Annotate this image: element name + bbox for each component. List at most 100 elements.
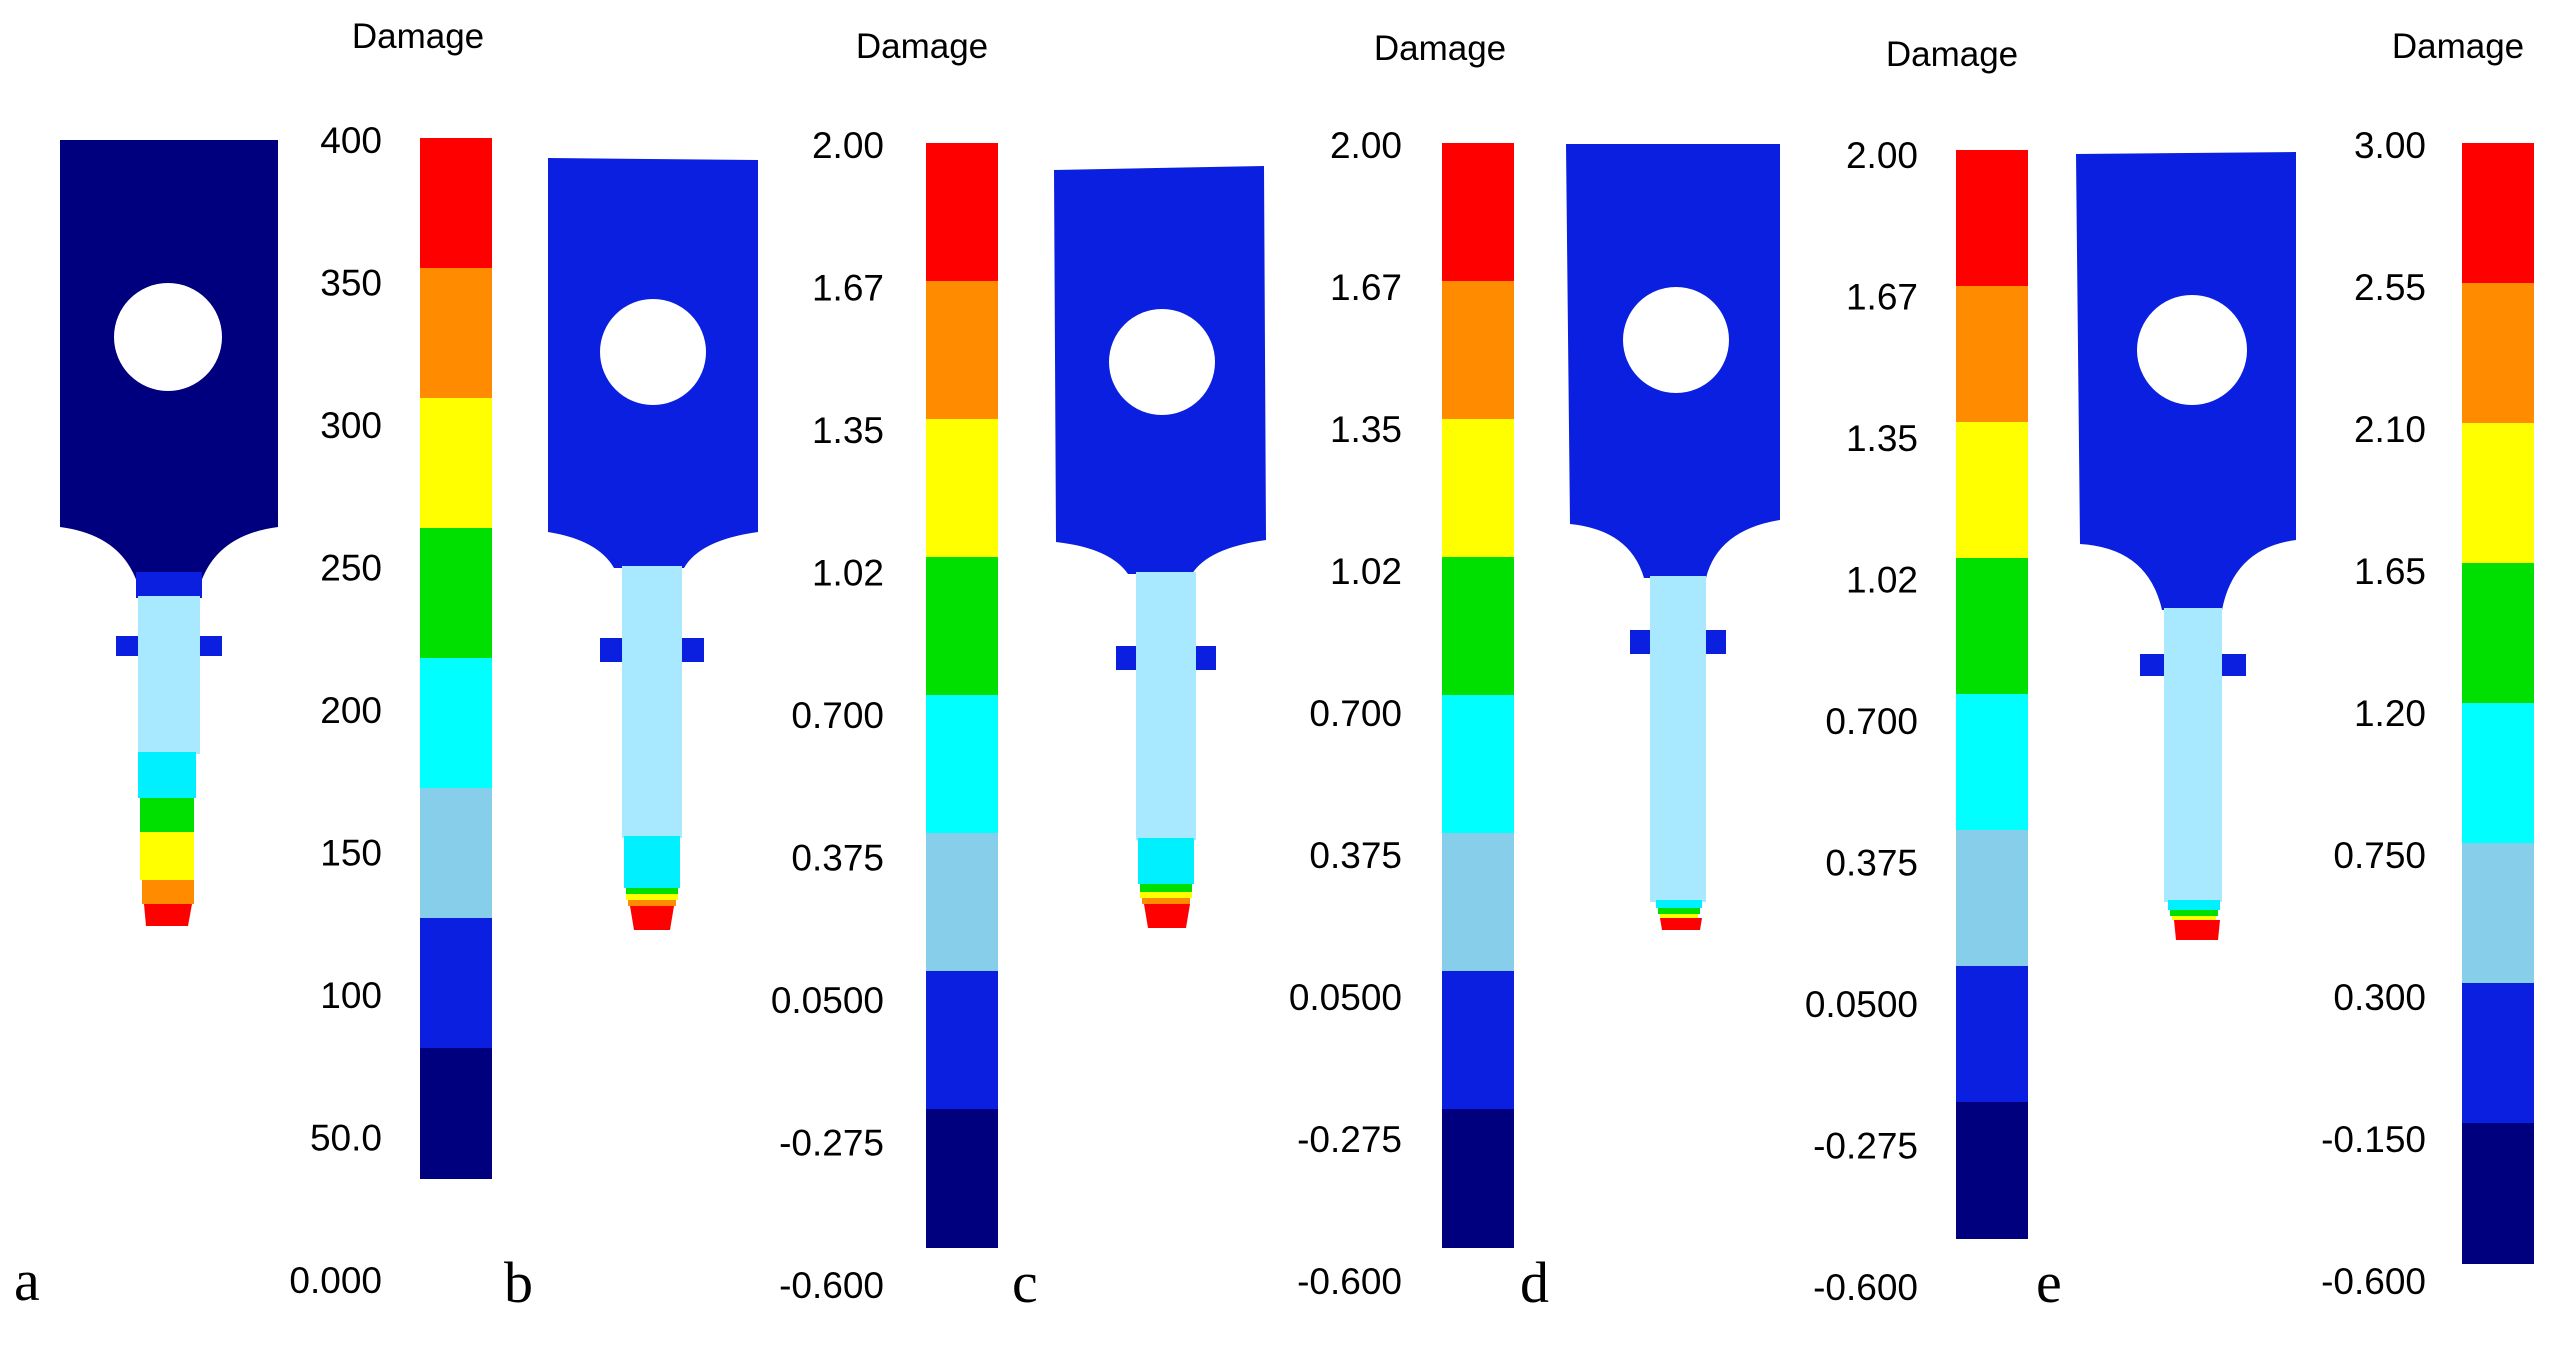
clip-tab-left — [1116, 646, 1136, 670]
colorbar-band — [420, 528, 492, 659]
colorbar-band — [926, 971, 998, 1110]
contour-red — [630, 906, 674, 930]
colorbar — [420, 138, 492, 1179]
colorbar-tick-label: 200 — [320, 690, 382, 731]
panel-letter-c: c — [1012, 1250, 1038, 1315]
colorbar-tick-label: 50.0 — [310, 1117, 382, 1158]
colorbar-band — [926, 695, 998, 834]
colorbar-tick-label: 0.700 — [1309, 693, 1402, 734]
colorbar-ticks: 2.00 1.67 1.35 1.02 0.700 0.375 0.0500 -0.275 -0… — [771, 125, 884, 1306]
contour-yellow — [1140, 892, 1192, 898]
contour-cyan — [624, 836, 680, 888]
panel-letter-d: d — [1520, 1250, 1549, 1315]
colorbar-tick-label: 1.02 — [1846, 559, 1918, 600]
contour-green — [1140, 884, 1192, 892]
colorbar-band — [1956, 286, 2028, 423]
colorbar-title: Damage — [2392, 27, 2524, 66]
contour-red — [1144, 904, 1190, 928]
panel-a: Damage 400 350 300 250 200 150 100 50.0 0.000 a — [14, 17, 492, 1313]
colorbar-band — [2462, 703, 2534, 844]
colorbar-band — [926, 419, 998, 558]
colorbar-tick-label: 2.00 — [1846, 135, 1918, 176]
colorbar-band — [926, 143, 998, 282]
colorbar-band — [420, 918, 492, 1049]
panel-letter-a: a — [14, 1248, 40, 1313]
colorbar-band — [2462, 1123, 2534, 1264]
colorbar-band — [2462, 983, 2534, 1124]
contour-cyan — [1138, 838, 1194, 884]
panel-letter-b: b — [504, 1250, 533, 1315]
colorbar-band — [1442, 695, 1514, 834]
panel-e: Damage 3.00 2.55 2.10 1.65 1.20 0.750 0.300 -0.… — [2036, 27, 2534, 1315]
contour-red — [2174, 920, 2220, 940]
colorbar-tick-label: 1.35 — [812, 410, 884, 451]
pin-hole — [2137, 295, 2247, 405]
colorbar-title: Damage — [1886, 35, 2018, 74]
colorbar-ticks: 2.00 1.67 1.35 1.02 0.700 0.375 0.0500 -0.275 -0… — [1805, 135, 1918, 1308]
colorbar-tick-label: -0.150 — [2321, 1119, 2426, 1160]
colorbar-title: Damage — [352, 17, 484, 56]
colorbar-band — [420, 138, 492, 269]
clip-tab-right — [1196, 646, 1216, 670]
colorbar-tick-label: 400 — [320, 120, 382, 161]
colorbar-tick-label: 1.67 — [812, 267, 884, 308]
colorbar-band — [1442, 419, 1514, 558]
colorbar-tick-label: 1.67 — [1846, 276, 1918, 317]
specimen — [1054, 166, 1266, 928]
colorbar — [1956, 150, 2028, 1239]
colorbar-band — [1956, 830, 2028, 967]
contour-green — [2170, 910, 2218, 916]
clip-tab-left — [600, 638, 622, 662]
colorbar-tick-label: 0.750 — [2333, 835, 2426, 876]
colorbar-band — [926, 1109, 998, 1248]
colorbar-tick-label: 350 — [320, 262, 382, 303]
colorbar-band — [420, 788, 492, 919]
colorbar-tick-label: 3.00 — [2354, 125, 2426, 166]
colorbar-tick-label: 0.700 — [791, 695, 884, 736]
colorbar-tick-label: -0.600 — [779, 1265, 884, 1306]
colorbar-tick-label: 150 — [320, 832, 382, 873]
colorbar-tick-label: 0.375 — [791, 837, 884, 878]
specimen — [60, 140, 278, 926]
contour-green — [626, 888, 678, 894]
colorbar-band — [926, 557, 998, 696]
colorbar-tick-label: 1.20 — [2354, 693, 2426, 734]
colorbar-band — [1956, 422, 2028, 559]
colorbar-band — [1442, 1109, 1514, 1248]
colorbar-band — [1956, 558, 2028, 695]
colorbar-tick-label: 300 — [320, 405, 382, 446]
pin-hole — [114, 283, 222, 391]
colorbar-band — [1442, 833, 1514, 972]
colorbar-band — [1442, 557, 1514, 696]
gauge-section — [2164, 608, 2222, 902]
clip-tab-right — [2222, 654, 2246, 676]
pin-hole — [600, 299, 706, 405]
colorbar-tick-label: 0.000 — [289, 1260, 382, 1301]
colorbar-tick-label: 0.0500 — [771, 980, 884, 1021]
specimen — [1566, 144, 1780, 930]
colorbar-tick-label: 2.10 — [2354, 409, 2426, 450]
colorbar-band — [926, 281, 998, 420]
contour-yellow — [2172, 916, 2216, 920]
colorbar-band — [1956, 150, 2028, 287]
clip-tab-right — [682, 638, 704, 662]
gauge-section — [622, 566, 682, 838]
contour-red — [144, 904, 192, 926]
pin-hole — [1109, 309, 1215, 415]
colorbar-band — [1442, 143, 1514, 282]
panel-d: Damage 2.00 1.67 1.35 1.02 0.700 0.375 0.0500 -… — [1520, 35, 2028, 1315]
specimen — [548, 158, 758, 930]
contour-cyan — [138, 752, 196, 798]
gauge-section — [1136, 572, 1196, 840]
colorbar-tick-label: -0.600 — [1813, 1267, 1918, 1308]
colorbar-tick-label: -0.275 — [1297, 1119, 1402, 1160]
colorbar-ticks: 2.00 1.67 1.35 1.02 0.700 0.375 0.0500 -0.275 -0… — [1289, 125, 1402, 1302]
contour-yellow — [626, 894, 678, 900]
colorbar — [926, 143, 998, 1248]
colorbar-band — [1956, 694, 2028, 831]
panel-letter-e: e — [2036, 1250, 2062, 1315]
clip-tab-left — [116, 636, 138, 656]
contour-orange — [628, 900, 676, 906]
clip-tab-left — [1630, 630, 1650, 654]
contour-red — [1660, 918, 1702, 930]
